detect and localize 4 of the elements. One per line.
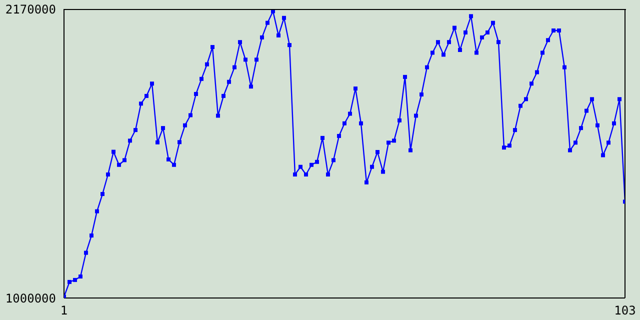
x-tick-label: 103 (614, 304, 636, 318)
y-tick-label: 2170000 (5, 2, 56, 16)
x-tick-label: 1 (60, 304, 68, 318)
y-tick-label: 1000000 (5, 291, 56, 306)
